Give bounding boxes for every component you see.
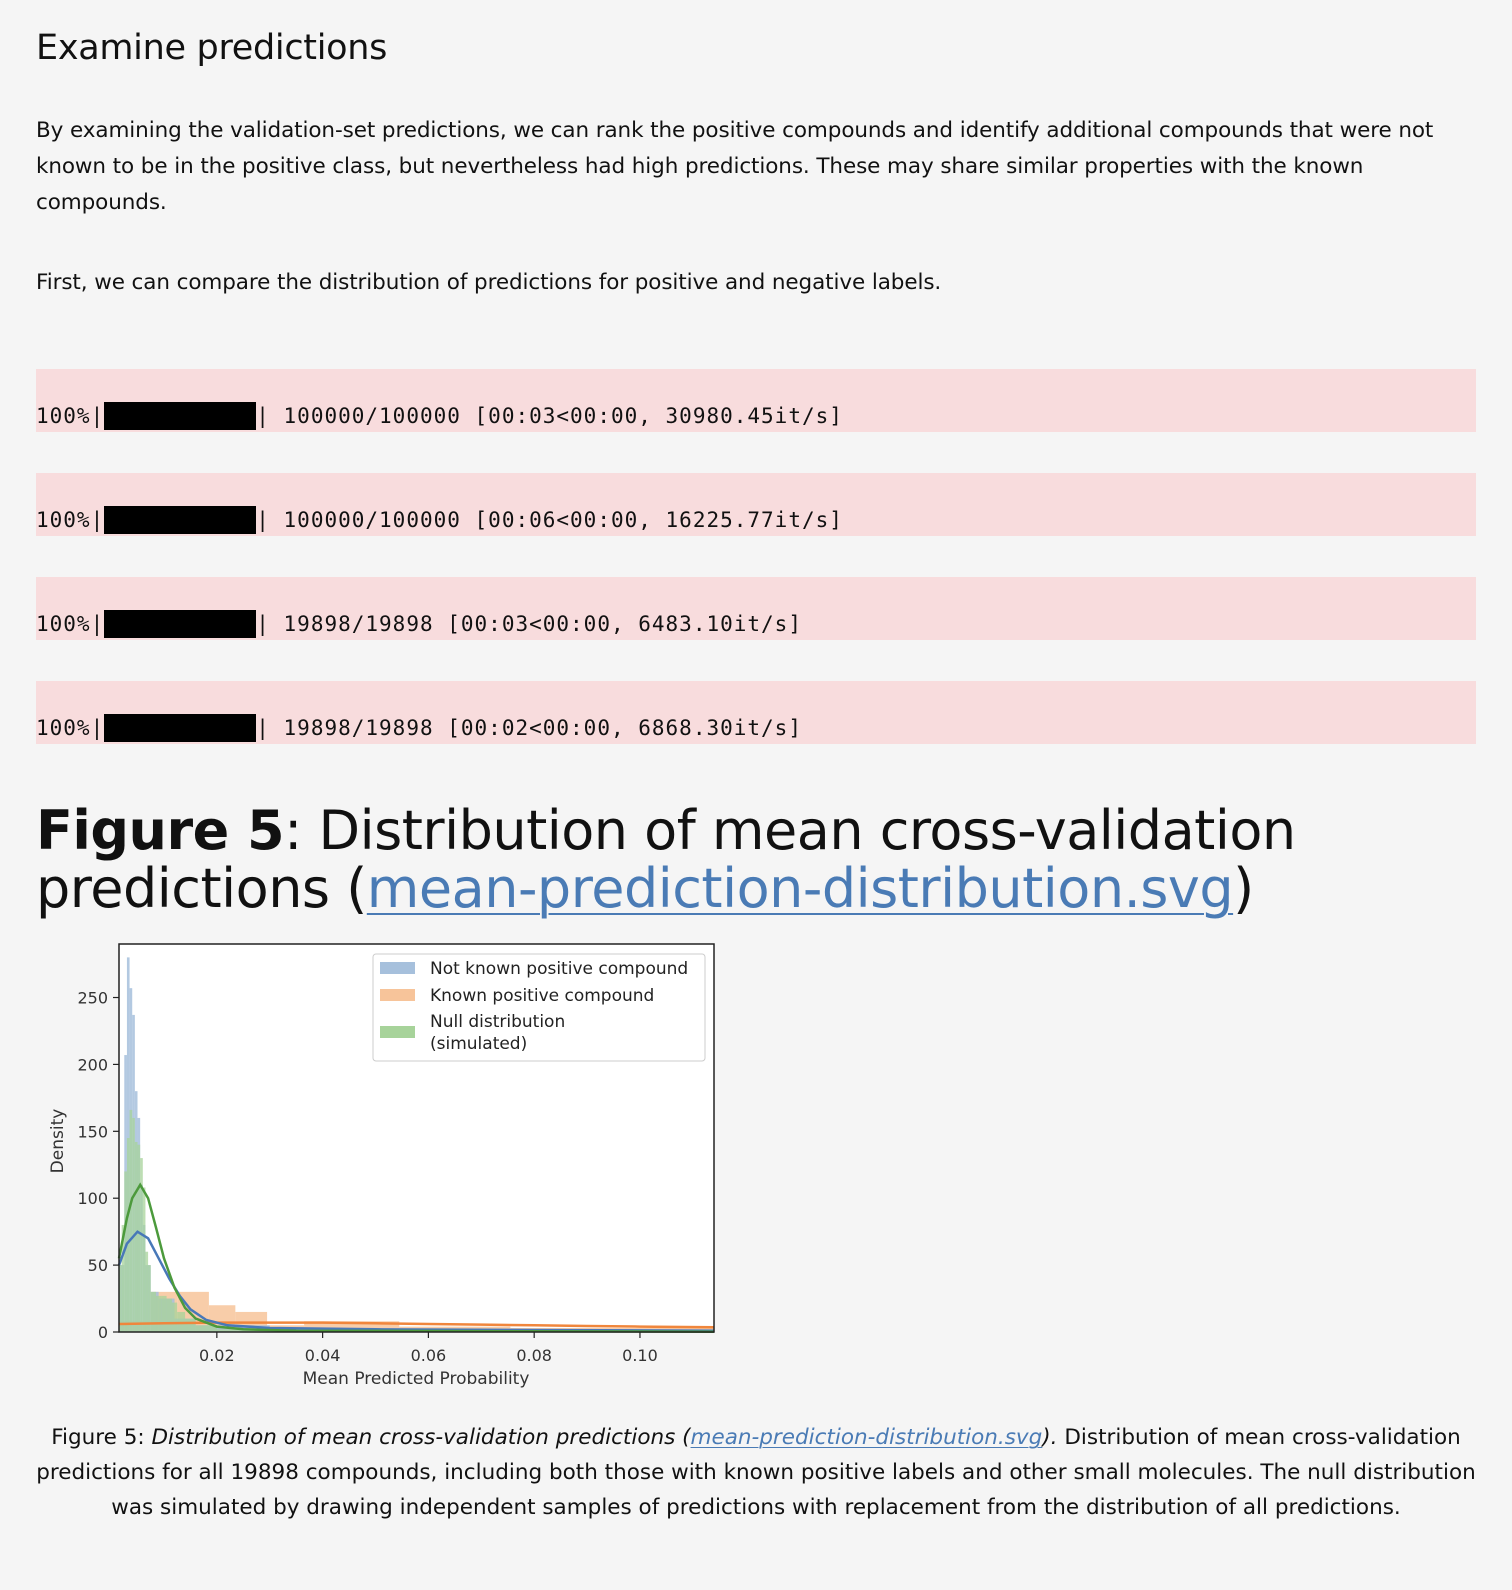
legend-label-null-distribution-sub: (simulated): [430, 1034, 527, 1054]
progress-bar-fill: [104, 402, 257, 430]
hist-bar-null-distribution-1: [121, 1224, 125, 1332]
kde-line-not-known-positive: [117, 1230, 715, 1332]
progress-percent: 100%: [36, 612, 91, 636]
hist-bar-null-distribution-14: [161, 1295, 167, 1332]
progress-output-1: 100% | | 100000/100000 [00:03<00:00, 30980…: [36, 369, 1476, 432]
x-tick-label: 0.06: [411, 1346, 447, 1365]
progress-percent: 100%: [36, 716, 91, 740]
caption-title-close: ).: [1042, 1425, 1058, 1450]
hist-bar-null-distribution-7: [137, 1144, 141, 1332]
hist-bar-null-distribution-5: [132, 1117, 135, 1332]
progress-percent: 100%: [36, 508, 91, 532]
hist-bar-null-distribution-16: [171, 1302, 178, 1332]
progress-bar-fill: [104, 610, 257, 638]
hist-bar-null-distribution-4: [129, 1109, 133, 1332]
section-heading: Examine predictions: [36, 28, 388, 68]
progress-output-4: 100% | | 19898/19898 [00:02<00:00, 6868.30…: [36, 681, 1476, 744]
legend-label-not-known-positive: Not known positive compound: [430, 959, 688, 979]
x-tick-label: 0.04: [305, 1346, 341, 1365]
caption-label: Figure 5: [51, 1425, 138, 1450]
intro-paragraph: By examining the validation-set predicti…: [36, 118, 1434, 215]
caption-svg-link[interactable]: mean-prediction-distribution.svg: [690, 1425, 1043, 1450]
progress-bar-fill: [104, 714, 257, 742]
hist-bar-null-distribution-6: [134, 1142, 138, 1332]
progress-output-3: 100% | | 19898/19898 [00:03<00:00, 6483.10…: [36, 577, 1476, 640]
hist-bar-null-distribution-3: [126, 1138, 130, 1332]
legend-swatch-null-distribution: [380, 1026, 415, 1038]
caption-body: Distribution of mean cross-validation pr…: [36, 1425, 1476, 1520]
hist-bar-null-distribution-11: [148, 1265, 151, 1332]
y-axis-label: Density: [48, 1109, 68, 1174]
progress-percent: 100%: [36, 404, 91, 428]
x-axis-ticks: 0.02 0.04 0.06 0.08 0.10: [199, 1332, 658, 1365]
legend-label-known-positive: Known positive compound: [430, 986, 654, 1006]
x-axis-label: Mean Predicted Probability: [303, 1369, 530, 1389]
progress-stats: 19898/19898 [00:02<00:00, 6868.30it/s]: [283, 716, 802, 740]
hist-bar-null-distribution-12: [150, 1291, 157, 1332]
y-tick-label: 50: [88, 1256, 108, 1275]
x-tick-label: 0.02: [199, 1346, 235, 1365]
figure-label: Figure 5: [36, 799, 285, 862]
y-tick-label: 0: [98, 1323, 108, 1342]
y-tick-label: 150: [77, 1122, 108, 1141]
figure-heading: Figure 5: Distribution of mean cross-val…: [36, 802, 1476, 918]
legend-swatch-not-known-positive: [380, 962, 415, 974]
kde-layer: [117, 1182, 715, 1333]
plot-frame: [118, 943, 715, 1333]
legend-swatch-known-positive: [380, 989, 415, 1001]
x-tick-label: 0.10: [622, 1346, 658, 1365]
figure-caption: Figure 5: Distribution of mean cross-val…: [36, 1420, 1476, 1525]
progress-stats: 100000/100000 [00:06<00:00, 16225.77it/s…: [283, 508, 843, 532]
caption-colon: :: [137, 1425, 152, 1450]
hist-bar-null-distribution-10: [145, 1251, 149, 1332]
hist-bar-null-distribution-2: [124, 1171, 127, 1332]
y-axis-ticks: 0 50 100 150 200 250: [77, 989, 119, 1342]
hist-bar-null-distribution-9: [142, 1187, 146, 1332]
progress-output-2: 100% | | 100000/100000 [00:06<00:00, 16225…: [36, 473, 1476, 536]
hist-bar-known-positive-6: [304, 1321, 400, 1332]
y-tick-label: 100: [77, 1189, 108, 1208]
progress-bar-fill: [104, 506, 257, 534]
caption-title: Distribution of mean cross-validation pr…: [151, 1425, 691, 1450]
legend: Not known positive compound Known positi…: [372, 953, 706, 1062]
x-tick-label: 0.08: [516, 1346, 552, 1365]
kde-line-null-distribution: [117, 1182, 715, 1333]
figure-svg-link[interactable]: mean-prediction-distribution.svg: [366, 857, 1234, 920]
hist-bar-null-distribution-20: [216, 1329, 270, 1332]
distribution-chart: 0.02 0.04 0.06 0.08 0.10 0 50 100 150 200 250 Mea…: [48, 943, 715, 1389]
hist-bar-null-distribution-0: [119, 1265, 122, 1332]
comparison-paragraph: First, we can compare the distribution o…: [36, 270, 942, 295]
progress-stats: 100000/100000 [00:03<00:00, 30980.45it/s…: [283, 404, 843, 428]
y-tick-label: 200: [77, 1055, 108, 1074]
legend-box: [372, 953, 706, 1062]
y-tick-label: 250: [77, 989, 108, 1008]
hist-bar-null-distribution-18: [185, 1318, 196, 1332]
hist-bar-null-distribution-19: [195, 1325, 217, 1332]
progress-stats: 19898/19898 [00:03<00:00, 6483.10it/s]: [283, 612, 802, 636]
hist-bar-null-distribution-8: [140, 1158, 143, 1332]
hist-bar-null-distribution-15: [166, 1298, 172, 1332]
legend-label-null-distribution: Null distribution: [430, 1012, 565, 1032]
figure-title: : Distribution of mean cross-validation …: [36, 799, 1296, 920]
figure-title-close: ): [1233, 857, 1254, 920]
hist-bar-null-distribution-13: [156, 1295, 162, 1332]
